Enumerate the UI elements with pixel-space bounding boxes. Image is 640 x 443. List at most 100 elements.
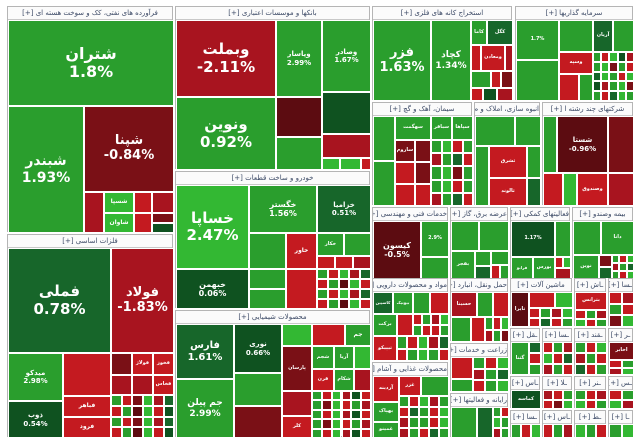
mosaic-tile[interactable] [440, 325, 449, 336]
sector-header[interactable]: ماشین آلات [+] [511, 279, 571, 292]
mosaic-tile[interactable] [431, 192, 442, 206]
mosaic-tile[interactable] [626, 263, 634, 271]
mosaic-tile[interactable] [429, 406, 439, 417]
mosaic-tile[interactable] [429, 417, 439, 428]
stock-tile[interactable] [516, 60, 559, 101]
stock-tile[interactable]: شپنا -0.84% [84, 106, 174, 192]
stock-tile[interactable]: خزامیا 0.51% [317, 185, 371, 233]
stock-tile[interactable] [415, 184, 431, 206]
stock-tile[interactable]: اخابر [609, 342, 634, 360]
stock-tile[interactable] [475, 251, 491, 266]
mosaic-tile[interactable] [132, 427, 143, 438]
stock-tile[interactable]: دانا [601, 221, 634, 255]
stock-tile[interactable] [555, 257, 563, 268]
mosaic-tile[interactable] [493, 417, 501, 428]
mosaic-tile[interactable] [575, 364, 586, 375]
mosaic-tile[interactable] [331, 391, 342, 401]
stock-tile[interactable] [559, 74, 579, 101]
mosaic-tile[interactable] [529, 317, 540, 327]
sector-header[interactable]: ـاش [+] [575, 279, 605, 292]
mosaic-tile[interactable] [338, 299, 350, 309]
sector-header[interactable]: حمل ونقل، انبارد [+] [451, 279, 507, 292]
mosaic-tile[interactable] [575, 342, 586, 353]
stock-tile[interactable]: سپاها [452, 116, 473, 140]
mosaic-tile[interactable] [132, 416, 143, 428]
mosaic-tile[interactable] [399, 406, 409, 417]
mosaic-tile[interactable] [439, 427, 449, 438]
mosaic-tile[interactable] [609, 399, 622, 409]
stock-tile[interactable]: فخوز [153, 353, 174, 375]
sector-header[interactable]: محصولات شیمیایی [+] [176, 311, 369, 324]
mosaic-tile[interactable] [452, 192, 463, 206]
mosaic-tile[interactable] [617, 71, 626, 82]
mosaic-tile[interactable] [441, 192, 452, 206]
mosaic-tile[interactable] [452, 140, 463, 154]
stock-tile[interactable] [491, 265, 500, 279]
mosaic-tile[interactable] [441, 179, 452, 193]
mosaic-tile[interactable] [321, 391, 332, 401]
mosaic-tile[interactable] [439, 417, 449, 428]
stock-tile[interactable]: کماسه [511, 390, 541, 409]
mosaic-tile[interactable] [428, 336, 439, 349]
stock-tile[interactable] [579, 74, 593, 101]
mosaic-tile[interactable] [596, 390, 607, 400]
mosaic-tile[interactable] [321, 409, 332, 420]
stock-tile[interactable]: فرود [63, 417, 111, 438]
mosaic-tile[interactable] [429, 396, 439, 407]
stock-tile[interactable] [471, 317, 485, 342]
stock-tile[interactable]: وبملت -2.11% [176, 20, 276, 97]
mosaic-tile[interactable] [562, 308, 573, 318]
stock-tile[interactable]: ثشرق [489, 146, 527, 178]
mosaic-tile[interactable] [617, 52, 626, 62]
mosaic-tile[interactable] [473, 380, 485, 392]
sector-header[interactable]: سیمان، آهک و گچ [+] [373, 103, 471, 116]
stock-tile[interactable] [134, 213, 152, 233]
mosaic-tile[interactable] [621, 292, 634, 304]
mosaic-tile[interactable] [349, 289, 361, 299]
mosaic-tile[interactable] [529, 364, 541, 375]
stock-tile[interactable]: بورس [533, 257, 555, 279]
mosaic-tile[interactable] [153, 395, 164, 406]
mosaic-tile[interactable] [473, 357, 485, 369]
mosaic-tile[interactable] [399, 396, 409, 407]
mosaic-tile[interactable] [609, 360, 622, 368]
stock-tile[interactable] [249, 269, 286, 289]
mosaic-tile[interactable] [575, 390, 586, 400]
stock-tile[interactable]: غمینو [373, 422, 399, 438]
stock-tile[interactable] [555, 221, 571, 257]
mosaic-tile[interactable] [585, 353, 597, 364]
mosaic-tile[interactable] [540, 308, 551, 318]
mosaic-tile[interactable] [601, 91, 610, 101]
stock-tile[interactable] [395, 162, 415, 184]
stock-tile[interactable]: خاور [286, 233, 317, 269]
mosaic-tile[interactable] [601, 81, 610, 92]
stock-tile[interactable] [471, 71, 491, 88]
mosaic-tile[interactable] [473, 368, 485, 381]
mosaic-tile[interactable] [462, 153, 473, 167]
sector-header[interactable]: ـسا [+] [543, 329, 571, 342]
stock-tile[interactable] [111, 375, 132, 395]
stock-tile[interactable]: جم [345, 324, 371, 346]
mosaic-tile[interactable] [543, 364, 553, 375]
mosaic-tile[interactable] [609, 292, 622, 304]
mosaic-tile[interactable] [341, 419, 352, 429]
mosaic-tile[interactable] [596, 399, 607, 409]
mosaic-tile[interactable] [540, 317, 551, 327]
stock-tile[interactable]: وپاسار 2.99% [276, 20, 322, 97]
stock-tile[interactable] [421, 376, 449, 396]
stock-tile[interactable]: شتران 1.8% [8, 20, 174, 106]
stock-tile[interactable] [353, 256, 371, 269]
mosaic-tile[interactable] [596, 424, 607, 438]
mosaic-tile[interactable] [111, 427, 122, 438]
mosaic-tile[interactable] [563, 424, 573, 438]
mosaic-tile[interactable] [601, 61, 610, 72]
stock-tile[interactable] [344, 233, 371, 256]
mosaic-tile[interactable] [621, 315, 634, 327]
mosaic-tile[interactable] [349, 299, 361, 309]
mosaic-tile[interactable] [501, 427, 509, 438]
stock-tile[interactable]: برکت [373, 314, 397, 336]
mosaic-tile[interactable] [331, 409, 342, 420]
stock-tile[interactable]: شستا -0.96% [557, 116, 608, 173]
mosaic-tile[interactable] [497, 368, 509, 381]
stock-tile[interactable] [282, 391, 312, 416]
